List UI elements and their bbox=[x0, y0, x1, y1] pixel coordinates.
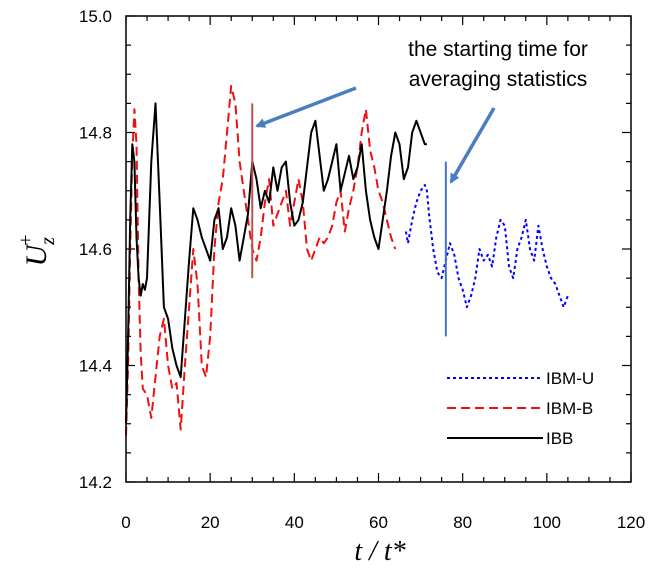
x-tick-label: 0 bbox=[121, 513, 130, 532]
x-tick-label: 60 bbox=[369, 513, 388, 532]
y-tick-label: 14.8 bbox=[79, 124, 112, 143]
x-tick-label: 80 bbox=[453, 513, 472, 532]
x-tick-label: 120 bbox=[617, 513, 645, 532]
x-tick-label: 40 bbox=[285, 513, 304, 532]
y-tick-label: 14.6 bbox=[79, 240, 112, 259]
x-axis-label: t / t* bbox=[354, 536, 405, 567]
series-line-ibb bbox=[125, 102, 427, 424]
annotation: the starting time for averaging statisti… bbox=[255, 38, 588, 184]
x-tick-label: 20 bbox=[201, 513, 220, 532]
y-tick-label: 14.2 bbox=[79, 473, 112, 492]
series-line-ibm-b bbox=[125, 84, 397, 436]
y-tick-label: 15.0 bbox=[79, 7, 112, 26]
annotation-arrow-2 bbox=[449, 107, 496, 184]
annotation-line-1: the starting time for bbox=[408, 38, 588, 61]
x-tick-label: 100 bbox=[533, 513, 561, 532]
series-lines bbox=[125, 84, 569, 436]
annotation-markers bbox=[251, 103, 447, 337]
y-axis-label: Uz+ bbox=[15, 234, 59, 267]
legend-label-ibm-b: IBM-B bbox=[546, 399, 593, 418]
tick-labels: 0 20 40 60 80 100 120 14.2 14.4 14.6 14.8 15.0 bbox=[79, 7, 645, 532]
y-axis-label-sub: z bbox=[37, 237, 59, 246]
y-axis-label-base: U bbox=[20, 242, 53, 266]
annotation-arrow-1 bbox=[255, 86, 357, 128]
y-axis-label-sup: + bbox=[15, 234, 37, 248]
annotation-line-2: averaging statistics bbox=[409, 68, 588, 91]
plot-frame bbox=[125, 15, 632, 483]
legend: IBM-U IBM-B IBB bbox=[447, 369, 594, 448]
legend-label-ibm-u: IBM-U bbox=[546, 369, 594, 388]
series-line-ibm-u bbox=[404, 183, 569, 309]
legend-label-ibb: IBB bbox=[546, 429, 573, 448]
y-tick-label: 14.4 bbox=[79, 357, 112, 376]
